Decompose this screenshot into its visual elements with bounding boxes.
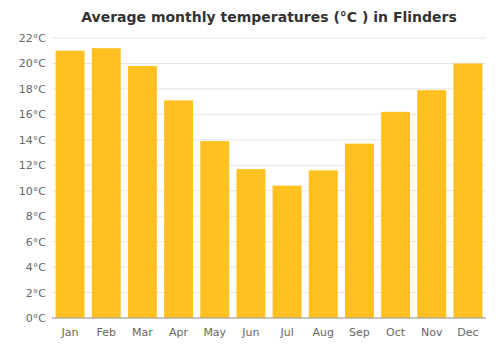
- x-tick-label: Jun: [241, 326, 259, 339]
- x-tick-label: Feb: [97, 326, 116, 339]
- x-tick-label: Oct: [386, 326, 406, 339]
- grid-line: [52, 318, 486, 319]
- bar: [345, 144, 374, 318]
- bar: [453, 63, 482, 318]
- bars: [56, 48, 483, 318]
- chart-svg: Average monthly temperatures (°C ) in Fl…: [0, 0, 500, 350]
- x-tick-label: Aug: [313, 326, 334, 339]
- bar: [200, 141, 229, 318]
- page: {"chart_data": {"type": "bar", "title": …: [0, 0, 500, 350]
- y-tick-label: 6°C: [26, 236, 46, 249]
- y-tick-label: 8°C: [26, 210, 46, 223]
- y-tick-label: 20°C: [19, 57, 46, 70]
- y-tick-label: 18°C: [19, 83, 46, 96]
- grid-line: [52, 38, 486, 39]
- x-tick-label: Sep: [349, 326, 370, 339]
- x-tick-label: Apr: [169, 326, 189, 339]
- x-tick-label: May: [203, 326, 226, 339]
- y-tick-label: 2°C: [26, 287, 46, 300]
- bar: [236, 169, 265, 318]
- bar: [273, 186, 302, 318]
- x-tick-label: Nov: [421, 326, 443, 339]
- y-tick-label: 14°C: [19, 134, 46, 147]
- y-tick-label: 0°C: [26, 312, 46, 325]
- y-tick-label: 4°C: [26, 261, 46, 274]
- y-grid: [52, 38, 486, 318]
- bar: [309, 170, 338, 318]
- bar: [417, 90, 446, 318]
- x-tick-label: Jul: [279, 326, 293, 339]
- x-tick-label: Jan: [61, 326, 79, 339]
- x-tick-label: Mar: [132, 326, 153, 339]
- bar: [381, 112, 410, 318]
- bar: [164, 100, 193, 318]
- bar: [56, 51, 85, 318]
- y-tick-label: 12°C: [19, 159, 46, 172]
- x-tick-label: Dec: [457, 326, 478, 339]
- y-tick-label: 10°C: [19, 185, 46, 198]
- chart-container: Average monthly temperatures (°C ) in Fl…: [0, 0, 500, 350]
- chart-title: Average monthly temperatures (°C ) in Fl…: [81, 9, 457, 25]
- bar: [92, 48, 121, 318]
- y-tick-label: 16°C: [19, 108, 46, 121]
- x-axis-line: [52, 318, 486, 319]
- y-tick-label: 22°C: [19, 32, 46, 45]
- bar: [128, 66, 157, 318]
